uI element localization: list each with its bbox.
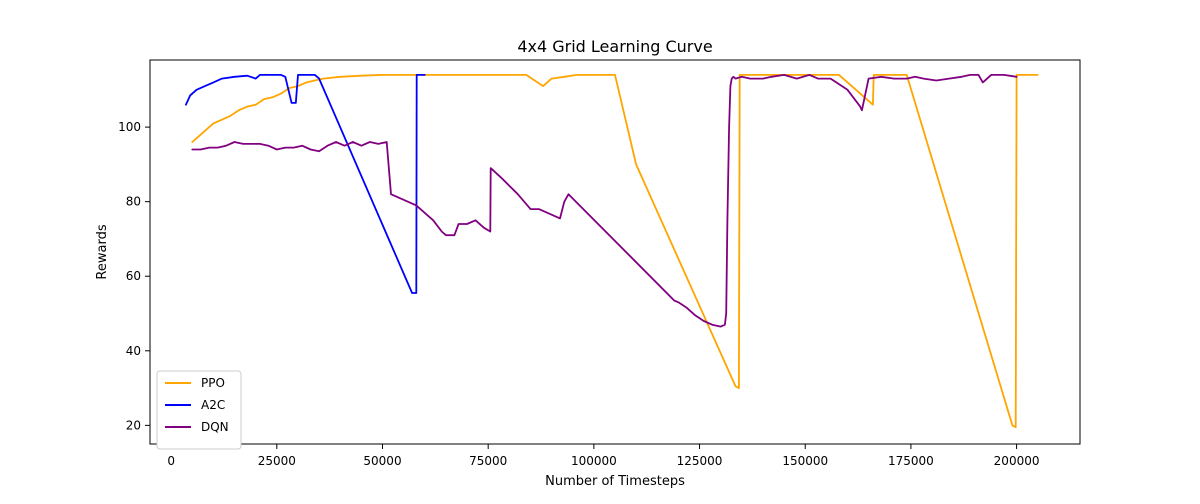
legend-label-dqn: DQN	[201, 420, 229, 434]
y-axis: 20 40 60 80 100	[118, 120, 150, 432]
legend-label-a2c: A2C	[201, 398, 225, 412]
x-axis-label: Number of Timesteps	[545, 474, 685, 489]
x-tick-label: 100000	[571, 454, 617, 468]
x-tick-label: 75000	[469, 454, 507, 468]
y-tick-label: 20	[126, 418, 141, 432]
series-line-ppo	[191, 74, 1039, 429]
x-tick-label: 150000	[782, 454, 828, 468]
y-axis-label: Rewards	[95, 224, 110, 279]
x-tick-label: 125000	[677, 454, 723, 468]
legend-label-ppo: PPO	[201, 376, 225, 390]
series-line-dqn	[191, 74, 1018, 328]
x-tick-label: 25000	[258, 454, 296, 468]
x-tick-label: 175000	[888, 454, 934, 468]
series-layer	[184, 74, 1039, 429]
series-line-a2c	[184, 74, 426, 294]
plot-frame	[149, 59, 1081, 445]
y-tick-label: 60	[126, 269, 141, 283]
y-tick-label: 40	[126, 344, 141, 358]
y-tick-label: 80	[126, 195, 141, 209]
legend-box	[156, 370, 242, 450]
x-tick-label: 0	[167, 454, 175, 468]
x-tick-label: 200000	[994, 454, 1040, 468]
x-tick-label: 50000	[363, 454, 401, 468]
y-tick-label: 100	[118, 120, 141, 134]
legend: PPO A2C DQN	[156, 370, 242, 450]
x-axis: 0 25000 50000 75000 100000 125000 150000 175000…	[167, 444, 1039, 468]
chart-title: 4x4 Grid Learning Curve	[517, 37, 712, 56]
